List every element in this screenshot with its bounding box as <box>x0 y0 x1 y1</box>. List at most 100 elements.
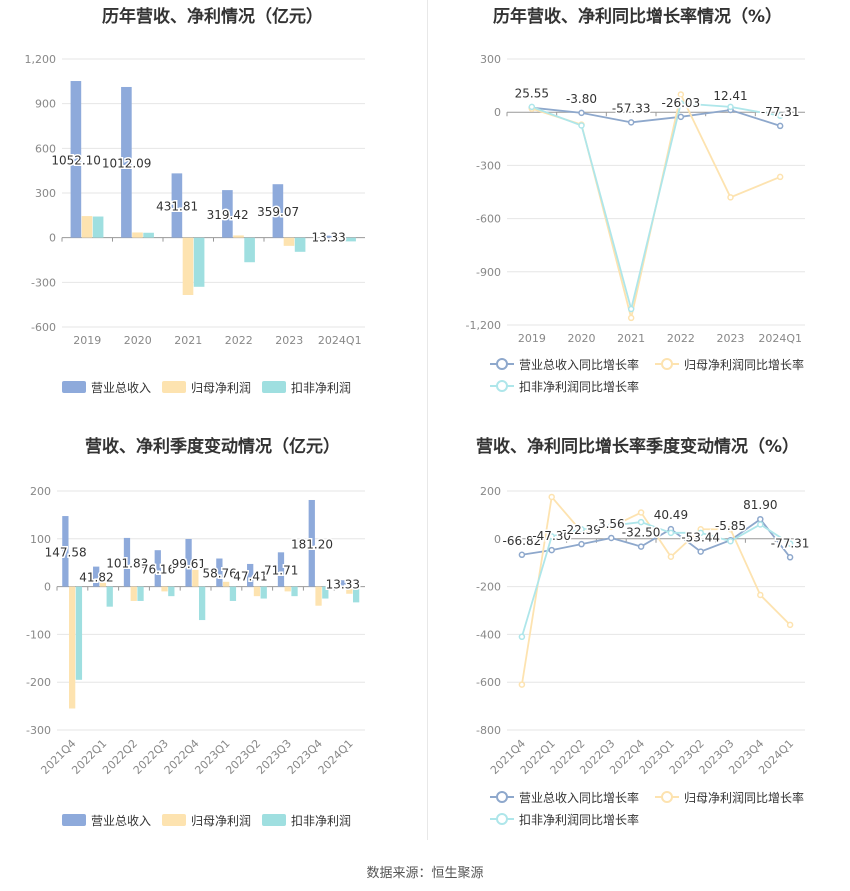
legend-label: 扣非净利润 <box>291 381 351 395</box>
point-netprofit <box>637 509 645 516</box>
legend-swatch-marker <box>496 813 508 825</box>
point-deducted <box>677 100 685 107</box>
bar-deducted <box>168 586 175 597</box>
panel-annual-amount: 历年营收、净利情况（亿元） 1,200 900 600 300 0 -300 -600 201… <box>0 0 425 420</box>
legend-label: 归母净利润 <box>191 814 251 828</box>
data-label: 76.16 <box>141 562 175 576</box>
data-label: 81.90 <box>743 498 777 512</box>
data-label: 319.42 <box>207 208 249 222</box>
point-deducted <box>627 305 635 313</box>
point-revenue <box>757 515 764 523</box>
y-tick-label: -1,200 <box>466 319 501 332</box>
point-netprofit <box>677 91 685 98</box>
bar-netprofit <box>315 586 322 606</box>
y-tick-label: -600 <box>476 213 501 226</box>
bar-deducted <box>75 586 83 680</box>
bar-revenue <box>247 563 254 587</box>
data-label: -32.50 <box>622 526 661 540</box>
y-tick-label: 200 <box>480 485 501 498</box>
point-revenue <box>677 113 685 121</box>
bar-deducted <box>92 216 104 238</box>
point-revenue <box>627 119 635 126</box>
bar-netprofit <box>99 582 107 587</box>
y-tick-label: 600 <box>35 142 56 155</box>
point-netprofit <box>518 681 526 688</box>
legend-label: 扣非净利润同比增长率 <box>519 379 639 394</box>
legend-swatch-marker <box>496 380 508 392</box>
bar-netprofit <box>253 586 261 597</box>
x-tick-label: 2020 <box>124 334 152 347</box>
y-tick-label: -900 <box>476 266 501 279</box>
bar-netprofit <box>81 216 93 238</box>
legend-swatch-marker <box>496 791 508 803</box>
bar-revenue <box>93 566 100 587</box>
legend-swatch-marker <box>496 358 508 370</box>
data-label: 1012.09 <box>102 156 152 170</box>
y-tick-label: -400 <box>476 628 501 641</box>
bar-netprofit <box>161 586 168 592</box>
legend-label: 营业总收入同比增长率 <box>519 790 639 805</box>
point-deducted <box>548 533 555 540</box>
data-label: -53.44 <box>681 531 720 545</box>
y-tick-label: 300 <box>480 53 501 66</box>
y-tick-label: -200 <box>476 581 501 594</box>
bar-deducted <box>260 586 267 599</box>
data-label: -47.30 <box>532 529 571 543</box>
legend-swatch <box>62 814 86 826</box>
bar-revenue <box>154 550 161 587</box>
bar-netprofit <box>69 586 76 709</box>
y-tick-label: 900 <box>35 98 56 111</box>
x-tick-label: 2021 <box>174 334 202 347</box>
point-netprofit <box>627 314 635 322</box>
legend-label: 归母净利润同比增长率 <box>684 790 804 805</box>
point-revenue <box>697 548 704 555</box>
legend-label: 营业总收入同比增长率 <box>519 357 639 372</box>
panel-quarterly-amount: 营收、净利季度变动情况（亿元） 200 100 0 -100 -200 -300 2021Q… <box>0 430 425 850</box>
legend-label: 扣非净利润同比增长率 <box>519 812 639 827</box>
legend-label: 扣非净利润 <box>291 814 351 828</box>
data-label: 431.81 <box>156 200 198 214</box>
point-netprofit <box>786 621 794 629</box>
legend-swatch-marker <box>661 791 673 803</box>
data-label: 13.33 <box>311 231 345 245</box>
y-tick-label: 1,200 <box>25 53 57 66</box>
bar-netprofit <box>334 237 345 239</box>
series-line-netprofit <box>521 494 791 685</box>
data-label: -77.31 <box>771 536 810 550</box>
bar-netprofit <box>346 586 353 594</box>
data-label: 71.71 <box>264 563 298 577</box>
bar-deducted <box>106 586 113 607</box>
y-tick-label: -300 <box>31 276 56 289</box>
x-tick-label: 2021 <box>617 332 645 345</box>
point-deducted <box>727 103 734 111</box>
bar-netprofit <box>132 232 143 238</box>
legend-swatch <box>162 814 186 826</box>
data-label: -22.39 <box>562 523 601 537</box>
bar-deducted <box>294 237 306 252</box>
point-revenue <box>637 543 645 550</box>
y-tick-label: 300 <box>35 187 56 200</box>
point-netprofit <box>667 553 675 560</box>
data-label: -77.31 <box>761 105 800 119</box>
y-tick-label: -600 <box>476 676 501 689</box>
chart-title: 营收、净利季度变动情况（亿元） <box>85 437 340 457</box>
x-tick-label: 2024Q1 <box>758 332 802 345</box>
data-label: 41.82 <box>79 571 113 585</box>
chart-title: 历年营收、净利同比增长率情况（%） <box>492 7 783 27</box>
y-tick-label: -800 <box>476 724 501 737</box>
y-tick-label: -300 <box>476 159 501 172</box>
bar-deducted <box>193 237 205 287</box>
data-label: 25.55 <box>515 87 549 101</box>
point-deducted <box>776 112 784 119</box>
data-label: 147.58 <box>45 545 87 559</box>
data-label: 3.56 <box>598 517 625 531</box>
bar-deducted <box>137 586 144 601</box>
x-tick-label: 2023 <box>275 334 303 347</box>
y-tick-label: -100 <box>26 628 51 641</box>
bar-revenue <box>272 184 284 238</box>
point-deducted <box>578 525 585 533</box>
point-revenue <box>578 540 585 548</box>
bar-deducted <box>352 586 360 603</box>
point-deducted <box>528 103 536 111</box>
bar-revenue <box>222 190 233 238</box>
